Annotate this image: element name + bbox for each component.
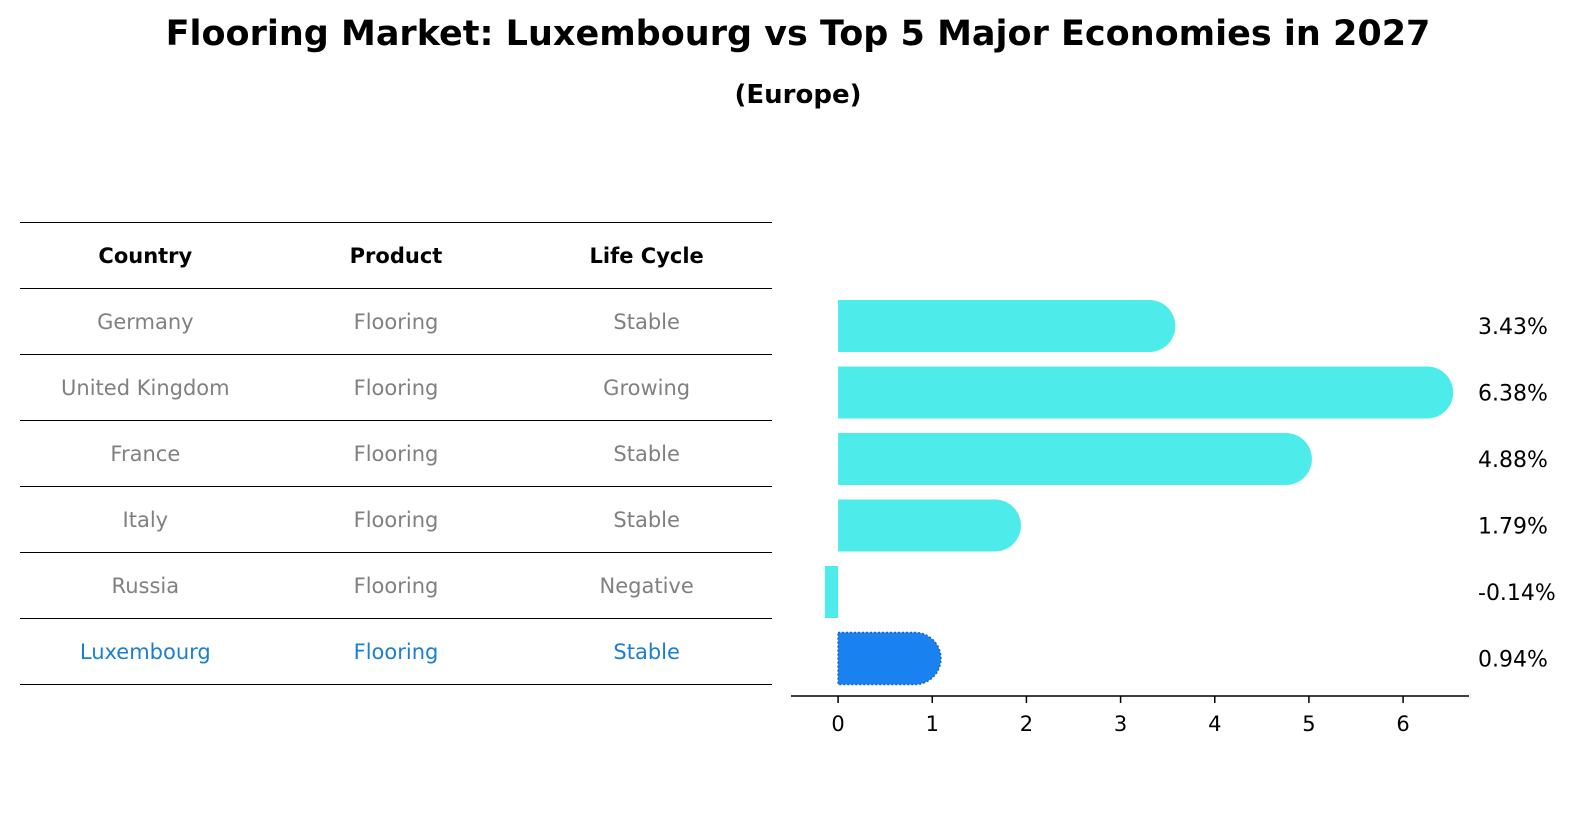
bar-highlight (837, 631, 942, 686)
cell-country: Germany (20, 288, 271, 355)
bar-negative (824, 566, 839, 618)
table-row: Russia Flooring Negative (20, 552, 772, 619)
cell-country: United Kingdom (20, 354, 271, 421)
table-row: France Flooring Stable (20, 420, 772, 487)
cell-life-cycle: Negative (521, 552, 772, 619)
chart-title: Flooring Market: Luxembourg vs Top 5 Maj… (165, 14, 1431, 54)
cell-life-cycle: Growing (521, 354, 772, 421)
x-tick-label: 1 (926, 712, 939, 736)
cell-life-cycle: Stable (521, 420, 772, 487)
table-row-highlight: Luxembourg Flooring Stable (20, 618, 772, 685)
x-tick-label: 4 (1208, 712, 1221, 736)
x-tick-label: 2 (1020, 712, 1033, 736)
bar (838, 300, 1176, 352)
chart-subtitle: (Europe) (734, 80, 862, 110)
bar-value-label: 6.38% (1478, 382, 1548, 407)
cell-country: Luxembourg (20, 618, 271, 685)
x-tick-label: 0 (831, 712, 844, 736)
country-table: Country Product Life Cycle Germany Floor… (20, 222, 772, 685)
bar-value-label: 3.43% (1478, 315, 1548, 340)
column-header-product: Product (270, 222, 522, 289)
cell-product: Flooring (270, 618, 522, 685)
bar-value-label: 1.79% (1478, 515, 1548, 540)
bar-value-label: -0.14% (1478, 581, 1556, 606)
bar (838, 366, 1454, 419)
cell-product: Flooring (270, 552, 522, 619)
column-header-life-cycle: Life Cycle (521, 222, 772, 289)
column-header-country: Country (20, 222, 271, 289)
x-tick-label: 3 (1114, 712, 1127, 736)
cell-product: Flooring (270, 420, 522, 487)
cell-life-cycle: Stable (521, 288, 772, 355)
table-row: Italy Flooring Stable (20, 486, 772, 553)
bar (838, 499, 1021, 552)
cell-country: Italy (20, 486, 271, 553)
bar-value-label: 4.88% (1478, 448, 1548, 473)
market-table: Country Product Life Cycle Germany Floor… (20, 222, 772, 685)
cell-product: Flooring (270, 354, 522, 421)
cell-product: Flooring (270, 288, 522, 355)
x-tick-label: 5 (1302, 712, 1315, 736)
cell-country: Russia (20, 552, 271, 619)
cell-country: France (20, 420, 271, 487)
bar-value-label: 0.94% (1478, 648, 1548, 673)
x-tick-label: 6 (1396, 712, 1409, 736)
table-header-row: Country Product Life Cycle (20, 222, 772, 289)
cell-life-cycle: Stable (521, 618, 772, 685)
table-row: Germany Flooring Stable (20, 288, 772, 355)
bar (838, 433, 1312, 485)
cell-life-cycle: Stable (521, 486, 772, 553)
table-row: United Kingdom Flooring Growing (20, 354, 772, 421)
cell-product: Flooring (270, 486, 522, 553)
